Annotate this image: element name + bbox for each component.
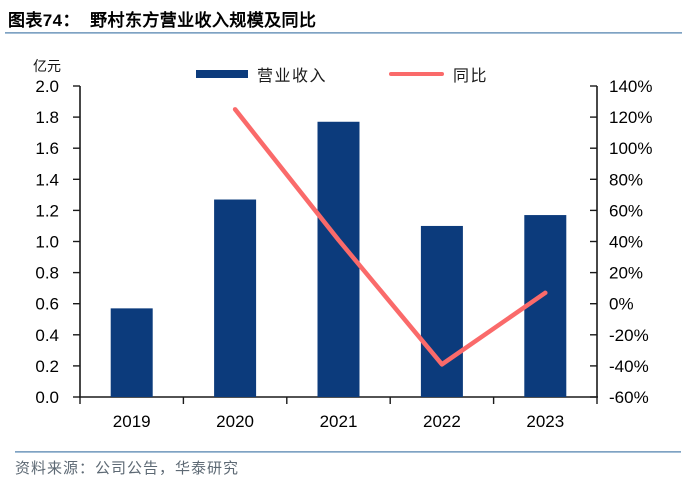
svg-text:80%: 80% xyxy=(609,170,643,189)
svg-text:2021: 2021 xyxy=(320,412,358,431)
legend-item-yoy: 同比 xyxy=(389,62,488,86)
title-divider xyxy=(5,32,682,34)
svg-text:1.6: 1.6 xyxy=(35,139,59,158)
svg-text:60%: 60% xyxy=(609,201,643,220)
svg-text:1.8: 1.8 xyxy=(35,108,59,127)
svg-text:40%: 40% xyxy=(609,233,643,252)
svg-text:0.8: 0.8 xyxy=(35,264,59,283)
svg-text:0%: 0% xyxy=(609,295,634,314)
left-axis-unit-label: 亿元 xyxy=(33,59,61,75)
svg-text:2023: 2023 xyxy=(526,412,564,431)
svg-text:2019: 2019 xyxy=(113,412,151,431)
svg-text:120%: 120% xyxy=(609,108,652,127)
bar-swatch-icon xyxy=(196,70,248,78)
svg-text:2.0: 2.0 xyxy=(35,77,59,96)
svg-text:2022: 2022 xyxy=(423,412,461,431)
svg-text:1.2: 1.2 xyxy=(35,201,59,220)
svg-text:1.4: 1.4 xyxy=(35,170,59,189)
svg-text:0.2: 0.2 xyxy=(35,357,59,376)
svg-text:-40%: -40% xyxy=(609,357,649,376)
svg-text:-20%: -20% xyxy=(609,326,649,345)
svg-text:0.4: 0.4 xyxy=(35,326,59,345)
svg-text:0.6: 0.6 xyxy=(35,295,59,314)
legend-label-revenue: 营业收入 xyxy=(257,66,328,85)
legend-label-yoy: 同比 xyxy=(453,66,489,85)
svg-text:1.0: 1.0 xyxy=(35,233,59,252)
svg-text:-60%: -60% xyxy=(609,388,649,407)
legend-item-revenue: 营业收入 xyxy=(196,62,327,86)
chart-title: 图表74： 野村东方营业收入规模及同比 xyxy=(8,11,317,30)
svg-text:2020: 2020 xyxy=(216,412,254,431)
footer-divider xyxy=(15,451,681,453)
chart-legend: 营业收入 同比 xyxy=(196,62,488,86)
line-swatch-icon xyxy=(389,72,445,76)
svg-text:0.0: 0.0 xyxy=(35,388,59,407)
svg-text:140%: 140% xyxy=(609,77,652,96)
svg-text:100%: 100% xyxy=(609,139,652,158)
source-note: 资料来源：公司公告，华泰研究 xyxy=(15,459,240,477)
svg-text:20%: 20% xyxy=(609,264,643,283)
